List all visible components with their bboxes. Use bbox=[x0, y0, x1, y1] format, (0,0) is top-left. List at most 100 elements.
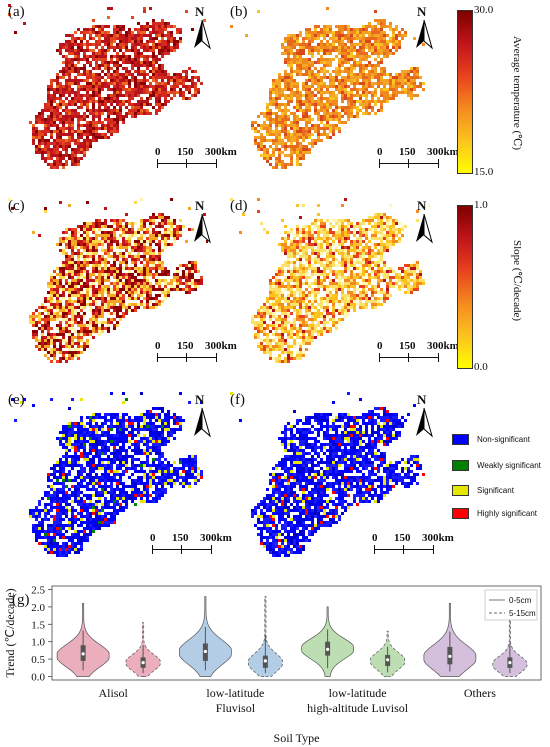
slope-colorbar-min: 0.0 bbox=[474, 361, 488, 373]
north-arrow-icon: N bbox=[191, 198, 213, 248]
y-tick-label: 2.0 bbox=[31, 602, 45, 614]
x-tick-label: low-latitude bbox=[329, 686, 387, 700]
panel-label-a: (a) bbox=[8, 4, 25, 20]
scale-bar: 0 150 300km bbox=[375, 146, 525, 172]
scale-tick bbox=[186, 159, 188, 168]
north-label: N bbox=[417, 198, 427, 213]
x-tick-label: low-latitude bbox=[206, 686, 264, 700]
scale-tick bbox=[374, 545, 376, 554]
scale-label-2: 300km bbox=[200, 532, 232, 544]
north-arrow-shape bbox=[416, 407, 433, 438]
map-panel-d: (d) N 0 150 300km bbox=[230, 198, 459, 373]
x-tick-label: Alisol bbox=[98, 686, 128, 700]
scale-label-1: 150 bbox=[399, 340, 416, 352]
scale-tick bbox=[157, 353, 159, 362]
temperature-colorbar bbox=[457, 10, 473, 174]
north-arrow-shape bbox=[194, 19, 211, 50]
y-tick-label: 2.5 bbox=[31, 584, 45, 596]
map-raster bbox=[11, 392, 203, 557]
scale-tick bbox=[186, 353, 188, 362]
violin-median bbox=[448, 654, 452, 658]
slope-colorbar-max: 1.0 bbox=[474, 199, 488, 211]
plot-frame bbox=[51, 585, 542, 681]
y-axis-label: Trend (℃/decade) bbox=[3, 588, 17, 677]
map-raster bbox=[8, 4, 206, 169]
scale-label-2: 300km bbox=[427, 340, 459, 352]
legend-item-weakly-significant: Weakly significant bbox=[452, 459, 541, 473]
scale-label-2: 300km bbox=[205, 146, 237, 158]
y-tick-label: 1.0 bbox=[31, 637, 45, 649]
violin-median bbox=[141, 660, 145, 665]
legend-swatch bbox=[452, 434, 469, 446]
north-arrow-shape bbox=[194, 407, 211, 438]
violin-median bbox=[203, 649, 207, 654]
legend-item-highly-significant: Highly significant bbox=[452, 507, 537, 521]
map-panel-b: (b) N 0 150 300km bbox=[230, 4, 459, 179]
legend-swatch bbox=[452, 485, 469, 497]
slope-colorbar-title: Slope (℃/decade) bbox=[511, 240, 523, 322]
x-axis-label: Soil Type bbox=[274, 731, 320, 745]
scale-tick bbox=[408, 353, 410, 362]
map-panel-f: (f) N 0 150 300km bbox=[230, 392, 454, 567]
violin-median bbox=[386, 658, 390, 662]
scale-label-2: 300km bbox=[427, 146, 459, 158]
map-raster bbox=[8, 198, 208, 363]
north-arrow-shape bbox=[416, 19, 433, 50]
north-arrow-shape bbox=[416, 213, 433, 244]
map-panel-c: (c) N 0 150 300km bbox=[8, 198, 237, 373]
map-panel-a: (a) N 0 150 300km bbox=[8, 4, 237, 179]
map-raster bbox=[230, 392, 425, 557]
scale-label-2: 300km bbox=[422, 532, 454, 544]
scale-tick bbox=[408, 159, 410, 168]
legend-item-non-significant: Non-significant bbox=[452, 433, 530, 447]
north-arrow-icon: N bbox=[413, 392, 435, 442]
scale-label-1: 150 bbox=[399, 146, 416, 158]
scale-tick bbox=[152, 545, 154, 554]
map-raster bbox=[230, 198, 430, 363]
legend-label: Weakly significant bbox=[477, 461, 541, 470]
scale-label-0: 0 bbox=[155, 146, 161, 158]
north-arrow-icon: N bbox=[413, 4, 435, 54]
scale-label-1: 150 bbox=[177, 340, 194, 352]
legend-item-significant: Significant bbox=[452, 484, 514, 498]
y-tick-label: 0.5 bbox=[31, 654, 45, 666]
violin-chart: 0.0 0.5 1.0 1.5 2.0 2.5(g)Trend (℃/decade) Soi… bbox=[3, 584, 542, 745]
scale-label-0: 0 bbox=[150, 532, 156, 544]
north-arrow-icon: N bbox=[413, 198, 435, 248]
violin-median bbox=[263, 659, 267, 663]
scale-bar: 0 150 300km bbox=[153, 340, 303, 366]
temperature-colorbar-max: 30.0 bbox=[474, 4, 494, 16]
panel-label-g: (g) bbox=[12, 592, 30, 608]
scale-tick bbox=[216, 159, 218, 168]
x-tick-label: Others bbox=[464, 686, 496, 700]
scale-bar: 0 150 300km bbox=[148, 532, 298, 558]
scale-tick bbox=[438, 353, 440, 362]
violin-legend-box bbox=[484, 589, 538, 621]
north-label: N bbox=[417, 4, 427, 19]
scale-tick bbox=[379, 159, 381, 168]
scale-bar: 0 150 300km bbox=[370, 532, 520, 558]
panel-label-c: (c) bbox=[8, 198, 25, 214]
scale-tick bbox=[157, 159, 159, 168]
scale-bar: 0 150 300km bbox=[375, 340, 525, 366]
scale-tick bbox=[181, 545, 183, 554]
y-tick-label: 0.0 bbox=[31, 672, 45, 684]
legend-swatch bbox=[452, 460, 469, 472]
panel-label-d: (d) bbox=[230, 198, 248, 214]
x-tick-label-line2: high-altitude Luvisol bbox=[307, 701, 409, 715]
map-raster bbox=[230, 7, 425, 169]
legend-label: Significant bbox=[477, 486, 514, 495]
scale-label-2: 300km bbox=[205, 340, 237, 352]
scale-label-0: 0 bbox=[155, 340, 161, 352]
legend-swatch bbox=[452, 508, 469, 520]
scale-tick bbox=[379, 353, 381, 362]
scale-bar: 0 150 300km bbox=[153, 146, 303, 172]
temperature-colorbar-title: Average temperature (℃) bbox=[511, 36, 523, 151]
y-tick-label: 1.5 bbox=[31, 619, 45, 631]
panel-label-b: (b) bbox=[230, 4, 248, 20]
scale-label-0: 0 bbox=[377, 146, 383, 158]
north-label: N bbox=[195, 4, 205, 19]
violin-legend-label: 5-15cm bbox=[509, 609, 536, 618]
temperature-colorbar-min: 15.0 bbox=[474, 166, 494, 178]
scale-label-0: 0 bbox=[377, 340, 383, 352]
